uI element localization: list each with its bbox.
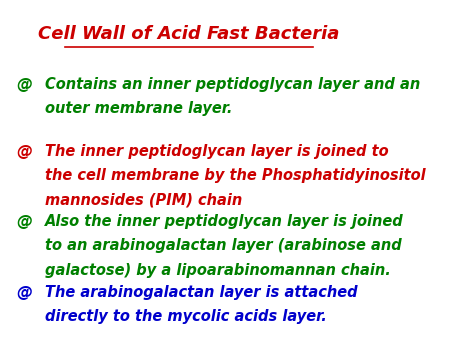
Text: Cell Wall of Acid Fast Bacteria: Cell Wall of Acid Fast Bacteria <box>38 25 340 43</box>
Text: Contains an inner peptidoglycan layer and an: Contains an inner peptidoglycan layer an… <box>45 77 420 92</box>
Text: @: @ <box>16 77 32 92</box>
Text: @: @ <box>16 285 32 300</box>
Text: directly to the mycolic acids layer.: directly to the mycolic acids layer. <box>45 309 326 324</box>
Text: Also the inner peptidoglycan layer is joined: Also the inner peptidoglycan layer is jo… <box>45 214 403 229</box>
Text: galactose) by a lipoarabinomannan chain.: galactose) by a lipoarabinomannan chain. <box>45 263 390 277</box>
Text: @: @ <box>16 214 32 229</box>
Text: @: @ <box>16 144 32 159</box>
Text: mannosides (PIM) chain: mannosides (PIM) chain <box>45 192 242 207</box>
Text: the cell membrane by the Phosphatidyinositol: the cell membrane by the Phosphatidyinos… <box>45 168 425 183</box>
Text: to an arabinogalactan layer (arabinose and: to an arabinogalactan layer (arabinose a… <box>45 238 401 254</box>
Text: outer membrane layer.: outer membrane layer. <box>45 101 232 116</box>
Text: The inner peptidoglycan layer is joined to: The inner peptidoglycan layer is joined … <box>45 144 388 159</box>
Text: The arabinogalactan layer is attached: The arabinogalactan layer is attached <box>45 285 357 300</box>
